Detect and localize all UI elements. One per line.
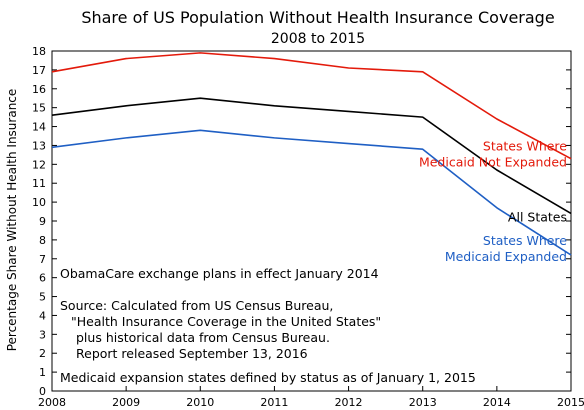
y-tick-label: 13 [32,139,46,152]
series-label: States Where [483,233,567,248]
series-lines [51,52,572,256]
series-line-2 [51,129,572,256]
expansion-note: Medicaid expansion states defined by sta… [60,370,476,385]
y-tick-label: 12 [32,158,46,171]
source-line: Report released September 13, 2016 [76,346,308,361]
y-tick-label: 10 [32,196,46,209]
y-tick-label: 3 [39,328,46,341]
series-label: Medicaid Not Expanded [419,155,567,170]
exchange-note: ObamaCare exchange plans in effect Janua… [60,266,379,281]
x-tick-label: 2009 [112,396,140,409]
source-line: plus historical data from Census Bureau. [76,330,330,345]
y-tick-label: 14 [32,121,46,134]
x-tick-label: 2015 [557,396,584,409]
chart-subtitle: 2008 to 2015 [271,31,365,47]
series-label: States Where [483,139,567,154]
series-label: All States [508,209,567,224]
y-tick-label: 9 [39,215,46,228]
y-tick-label: 4 [39,309,46,322]
y-tick-label: 6 [39,272,46,285]
series-line-0 [51,52,572,160]
y-tick-label: 8 [39,234,46,247]
source-line: Source: Calculated from US Census Bureau… [60,298,333,313]
x-tick-label: 2011 [260,396,288,409]
y-tick-label: 1 [39,366,46,379]
y-tick-label: 5 [39,291,46,304]
series-label: Medicaid Expanded [445,249,567,264]
source-note: Source: Calculated from US Census Bureau… [60,298,381,361]
source-line: "Health Insurance Coverage in the United… [71,314,381,329]
y-tick-label: 7 [39,253,46,266]
x-axis: 2008 2009 2010 2011 2012 2013 2014 2015 [38,386,584,409]
x-tick-label: 2008 [38,396,66,409]
y-axis-label: Percentage Share Without Health Insuranc… [5,89,19,352]
x-tick-label: 2013 [409,396,437,409]
y-tick-label: 11 [32,177,46,190]
x-tick-label: 2014 [483,396,511,409]
y-tick-label: 2 [39,347,46,360]
y-tick-label: 0 [39,385,46,398]
chart-title: Share of US Population Without Health In… [81,8,554,27]
x-tick-label: 2010 [186,396,214,409]
y-tick-label: 18 [32,45,46,58]
x-tick-label: 2012 [335,396,363,409]
y-tick-label: 15 [32,102,46,115]
y-tick-label: 17 [32,64,46,77]
series-line-1 [51,97,572,215]
y-tick-label: 16 [32,83,46,96]
